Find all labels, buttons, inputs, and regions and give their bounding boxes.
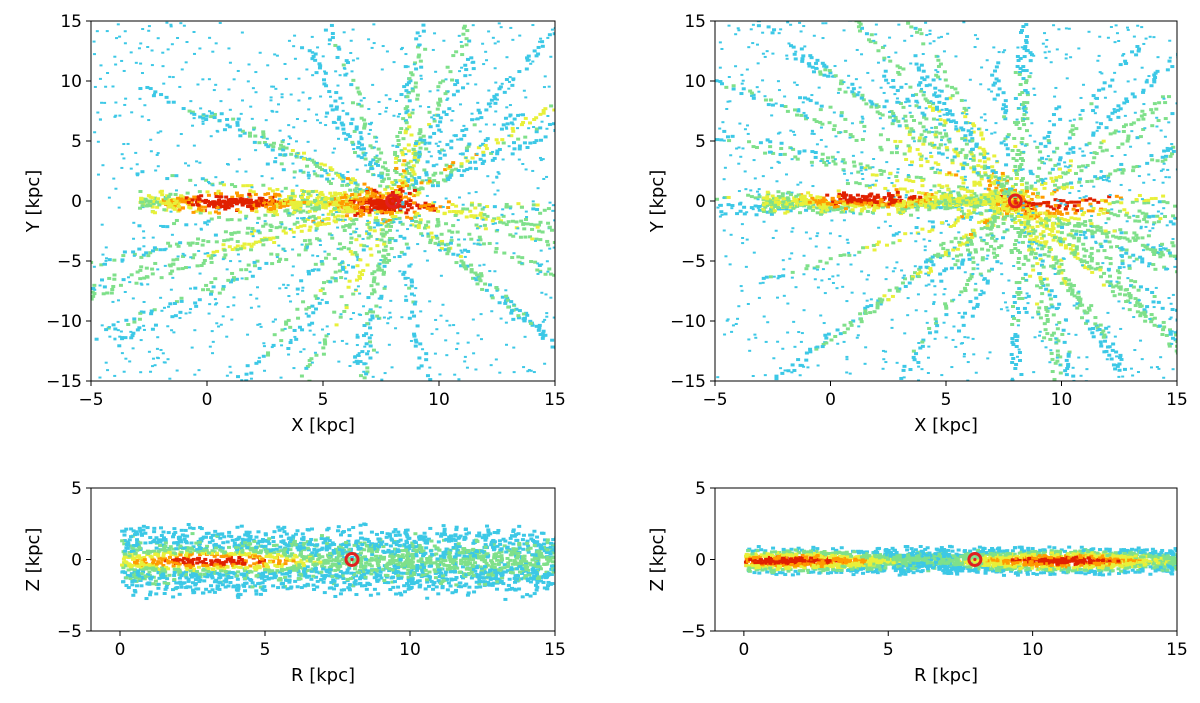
x-tick-label: −5 — [702, 390, 727, 410]
sun-marker-center — [391, 199, 394, 202]
y-tick-label: −5 — [681, 622, 706, 642]
x-tick-label: 10 — [399, 640, 421, 660]
y-tick-label: 10 — [60, 72, 82, 92]
density-map — [744, 545, 1181, 577]
y-tick-label: 10 — [684, 72, 706, 92]
y-tick-label: −10 — [670, 312, 706, 332]
y-tick-label: 15 — [684, 12, 706, 32]
xy-right-panel: −5 0 5 10 15 −15 −10 −5 0 5 10 15 X [kpc] Y [kpc] — [455, 0, 1200, 507]
x-tick-label: 0 — [115, 640, 126, 660]
y-tick-label: 0 — [71, 551, 82, 571]
density-map — [120, 522, 559, 600]
y-tick-label: −5 — [57, 622, 82, 642]
sun-marker-center — [350, 558, 353, 561]
x-tick-label: 10 — [1022, 640, 1044, 660]
x-tick-label: 0 — [738, 640, 749, 660]
y-tick-label: 0 — [695, 192, 706, 212]
xy-left-panel: −5 0 5 10 15 −15 −10 −5 0 5 10 15 X [kpc] Y [kpc] — [0, 0, 900, 497]
x-tick-label: 10 — [1051, 390, 1073, 410]
y-tick-label: −10 — [46, 312, 82, 332]
x-tick-label: 5 — [260, 640, 271, 660]
y-axis-label: Y [kpc] — [23, 170, 44, 234]
x-axis-label: X [kpc] — [914, 415, 978, 436]
x-tick-label: 10 — [428, 390, 450, 410]
x-tick-label: 0 — [825, 390, 836, 410]
y-tick-label: 5 — [695, 132, 706, 152]
y-axis-label: Y [kpc] — [647, 170, 668, 234]
rz-right-panel: 0 5 10 15 −5 0 5 R [kpc] Z [kpc] — [647, 479, 1188, 686]
y-axis-label: Z [kpc] — [23, 528, 44, 592]
sun-marker-center — [973, 558, 976, 561]
sun-marker-center — [1014, 199, 1017, 202]
y-axis-label: Z [kpc] — [647, 528, 668, 592]
y-tick-label: 5 — [71, 132, 82, 152]
x-tick-label: 5 — [318, 390, 329, 410]
x-tick-label: 15 — [544, 390, 566, 410]
x-axis-label: X [kpc] — [291, 415, 355, 436]
x-axis-label: R [kpc] — [291, 665, 355, 686]
y-tick-label: −15 — [46, 372, 82, 392]
x-tick-label: 15 — [544, 640, 566, 660]
y-tick-label: 5 — [695, 479, 706, 499]
x-tick-label: 15 — [1166, 390, 1188, 410]
y-tick-label: −5 — [57, 252, 82, 272]
rz-left-panel: 0 5 10 15 −5 0 5 R [kpc] Z [kpc] — [23, 479, 566, 686]
x-tick-label: 5 — [883, 640, 894, 660]
y-tick-label: −15 — [670, 372, 706, 392]
y-tick-label: 5 — [71, 479, 82, 499]
y-tick-label: 0 — [71, 192, 82, 212]
x-tick-label: −5 — [78, 390, 103, 410]
y-tick-label: 15 — [60, 12, 82, 32]
density-map — [0, 0, 900, 497]
y-tick-label: −5 — [681, 252, 706, 272]
x-tick-label: 15 — [1166, 640, 1188, 660]
x-tick-label: 5 — [941, 390, 952, 410]
x-axis-label: R [kpc] — [914, 665, 978, 686]
density-map — [455, 0, 1200, 507]
x-tick-label: 0 — [202, 390, 213, 410]
y-tick-label: 0 — [695, 551, 706, 571]
